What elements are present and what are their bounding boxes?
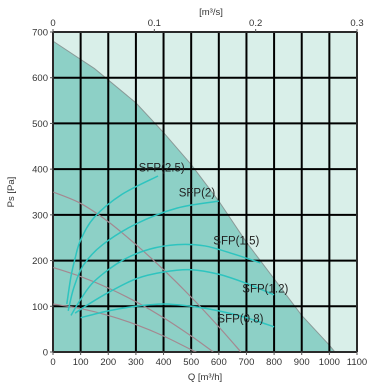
x2-tick-label: 0.2: [249, 18, 262, 29]
sfp-curve: [74, 268, 275, 314]
plot-frame: [52, 31, 358, 353]
x2-tick-label: 0.3: [350, 18, 363, 29]
x-tick-label: 200: [100, 357, 116, 368]
y-tick-label: 700: [32, 28, 48, 39]
sfp-label: SFP(2.5): [139, 162, 185, 174]
x-tick-label: 700: [239, 357, 255, 368]
y-tick-label: 300: [32, 210, 48, 221]
x-tick-label: 500: [183, 357, 199, 368]
x-tick-label: 400: [156, 357, 172, 368]
system-curve: [52, 266, 214, 353]
x-tick-label: 900: [294, 357, 310, 368]
sfp-curve: [67, 200, 219, 312]
x-tick-label: 0: [50, 357, 55, 368]
x-tick-label: 600: [211, 357, 227, 368]
x-tick-label: 1000: [319, 357, 340, 368]
sfp-curve: [66, 175, 159, 305]
sfp-curve: [70, 243, 261, 316]
x2-tick-label: 0: [50, 18, 55, 29]
y-tick-label: 400: [32, 165, 48, 176]
sfp-label: SFP(2): [179, 188, 216, 200]
x-tick-label: 800: [266, 357, 282, 368]
y-tick-label: 100: [32, 302, 48, 313]
y-tick-label: 600: [32, 73, 48, 84]
sfp-label: SFP(1.5): [213, 236, 259, 248]
x-axis-title: Q [m³/h]: [188, 372, 222, 383]
y-tick-label: 0: [43, 348, 48, 359]
sfp-label: SFP(1.2): [242, 284, 288, 296]
x-tick-label: 300: [128, 357, 144, 368]
y-tick-label: 500: [32, 119, 48, 130]
system-curve: [52, 191, 242, 353]
sfp-curve: [80, 303, 275, 328]
sfp-label: SFP(0.8): [217, 313, 263, 325]
x2-tick-label: 0.1: [148, 18, 161, 29]
top-axis-title: [m³/s]: [199, 7, 223, 18]
y-tick-label: 200: [32, 256, 48, 267]
x-tick-label: 1100: [347, 357, 367, 368]
x-tick-label: 100: [73, 357, 89, 368]
y-axis-title: Ps [Pa]: [6, 177, 17, 208]
